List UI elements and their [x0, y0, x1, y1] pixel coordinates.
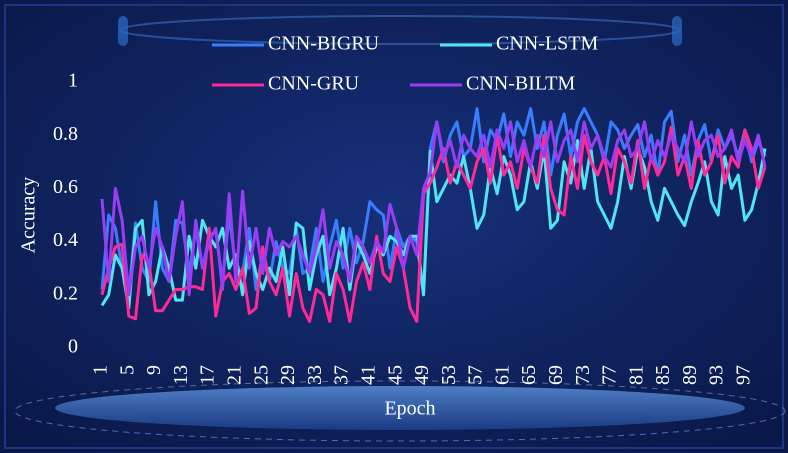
x-tick-label: 33	[304, 365, 326, 385]
x-tick-label: 5	[116, 365, 138, 375]
x-tick-label: 81	[625, 365, 647, 385]
x-axis-label: Epoch	[384, 398, 435, 420]
x-tick-label: 93	[706, 365, 728, 385]
legend-label: CNN-LSTM	[496, 33, 598, 55]
y-tick-label: 0.8	[53, 123, 78, 145]
y-tick-label: 0	[68, 336, 78, 358]
x-tick-label: 17	[197, 365, 219, 385]
legend-label: CNN-BIGRU	[268, 33, 380, 55]
x-tick-label: 9	[143, 365, 165, 375]
x-tick-label: 97	[733, 365, 755, 385]
legend-label: CNN-GRU	[268, 73, 360, 95]
x-tick-label: 65	[518, 365, 540, 385]
y-tick-label: 0.6	[53, 176, 78, 198]
x-tick-label: 73	[572, 365, 594, 385]
top-cap	[672, 16, 682, 46]
x-tick-label: 45	[384, 365, 406, 385]
page: Epoch Accuracy 00.20.40.60.8115913172125…	[0, 0, 788, 453]
x-tick-label: 13	[170, 365, 192, 385]
x-tick-label: 37	[331, 365, 353, 385]
y-tick-label: 0.2	[53, 282, 78, 304]
x-tick-label: 49	[411, 365, 433, 385]
x-tick-label: 69	[545, 365, 567, 385]
x-tick-label: 25	[250, 365, 272, 385]
x-tick-label: 61	[491, 365, 513, 385]
x-tick-label: 85	[652, 365, 674, 385]
chart: Epoch Accuracy 00.20.40.60.8115913172125…	[0, 0, 788, 453]
x-tick-label: 41	[357, 365, 379, 385]
x-tick-label: 57	[465, 365, 487, 385]
x-tick-label: 1	[90, 365, 112, 375]
x-tick-label: 77	[599, 365, 621, 385]
x-tick-label: 53	[438, 365, 460, 385]
legend-label: CNN-BILTM	[466, 73, 575, 95]
x-tick-label: 21	[224, 365, 246, 385]
x-tick-label: 29	[277, 365, 299, 385]
top-cap	[118, 16, 128, 46]
x-tick-label: 89	[679, 365, 701, 385]
y-axis-label: Accuracy	[18, 177, 40, 254]
y-tick-label: 0.4	[53, 229, 78, 251]
y-tick-label: 1	[68, 70, 78, 92]
